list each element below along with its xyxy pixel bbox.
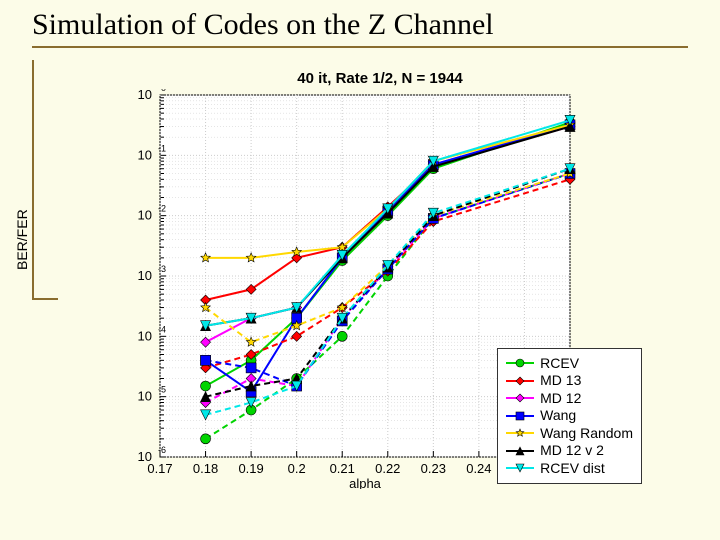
svg-text:-6: -6 [158, 445, 166, 455]
svg-text:10: 10 [138, 89, 152, 102]
legend-item: MD 12 [506, 390, 633, 408]
legend-item: MD 13 [506, 372, 633, 390]
svg-text:0.24: 0.24 [466, 461, 491, 476]
svg-text:0.17: 0.17 [147, 461, 172, 476]
svg-text:-4: -4 [158, 324, 166, 334]
legend-label: RCEV [540, 355, 579, 373]
svg-text:0.19: 0.19 [238, 461, 263, 476]
decorative-hook [32, 60, 58, 300]
chart-container: 40 it, Rate 1/2, N = 1944 10 -6 10 -5 10 -4 10… [100, 70, 660, 530]
y-axis-label: BER/FER [14, 209, 30, 270]
legend-item: RCEV dist [506, 460, 633, 478]
legend-item: Wang [506, 407, 633, 425]
svg-text:-3: -3 [158, 264, 166, 274]
svg-text:10: 10 [138, 389, 152, 404]
legend-label: Wang Random [540, 425, 633, 443]
legend-label: Wang [540, 407, 576, 425]
svg-text:0.18: 0.18 [193, 461, 218, 476]
legend-item: MD 12 v 2 [506, 442, 633, 460]
title-underline [32, 46, 688, 48]
svg-text:0.22: 0.22 [375, 461, 400, 476]
legend-item: Wang Random [506, 425, 633, 443]
legend-label: MD 13 [540, 372, 581, 390]
legend-label: MD 12 [540, 390, 581, 408]
svg-text:alpha: alpha [349, 476, 382, 489]
legend-label: RCEV dist [540, 460, 605, 478]
svg-text:-5: -5 [158, 385, 166, 395]
legend: RCEVMD 13MD 12WangWang RandomMD 12 v 2RC… [497, 348, 642, 485]
svg-text:10: 10 [138, 208, 152, 223]
slide-title: Simulation of Codes on the Z Channel [32, 8, 688, 42]
svg-text:10: 10 [138, 147, 152, 162]
svg-text:0.21: 0.21 [330, 461, 355, 476]
svg-text:10: 10 [138, 328, 152, 343]
svg-text:10: 10 [138, 268, 152, 283]
svg-text:-1: -1 [158, 143, 166, 153]
chart-title: 40 it, Rate 1/2, N = 1944 [100, 70, 660, 87]
legend-item: RCEV [506, 355, 633, 373]
svg-text:-2: -2 [158, 204, 166, 214]
svg-text:0: 0 [161, 89, 166, 93]
svg-text:0.23: 0.23 [421, 461, 446, 476]
svg-text:0.2: 0.2 [288, 461, 306, 476]
slide-title-bar: Simulation of Codes on the Z Channel [32, 8, 688, 48]
legend-label: MD 12 v 2 [540, 442, 604, 460]
